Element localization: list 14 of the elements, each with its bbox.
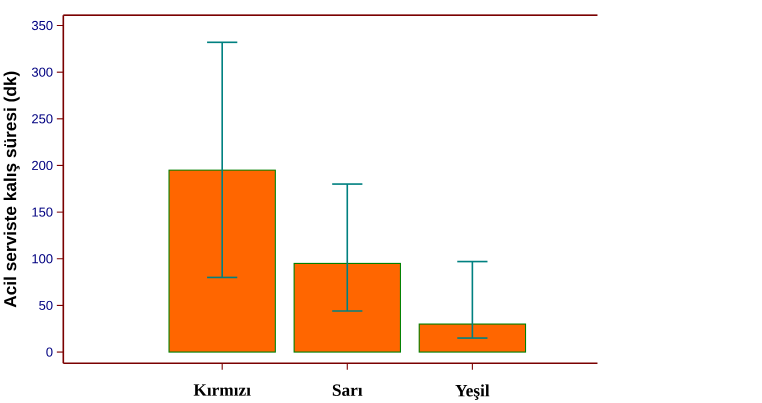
- y-tick-label: 350: [32, 20, 53, 30]
- bar: [294, 262, 401, 352]
- y-tick-label: 150: [32, 207, 53, 216]
- x-tick-label: Sarı: [332, 384, 362, 396]
- y-axis-title: Acil serviste kalış süresi (dk): [4, 71, 20, 308]
- bar: [418, 323, 526, 352]
- y-tick-label: 250: [32, 114, 53, 124]
- y-tick-label: 0: [46, 347, 53, 356]
- y-tick-label: 300: [32, 67, 53, 77]
- x-tick-label: Kırmızı: [194, 384, 251, 396]
- x-tick-label: Yeşil: [455, 384, 490, 400]
- y-tick-label: 100: [32, 254, 53, 264]
- y-tick-label: 200: [32, 160, 53, 170]
- y-tick-label: 50: [39, 300, 53, 310]
